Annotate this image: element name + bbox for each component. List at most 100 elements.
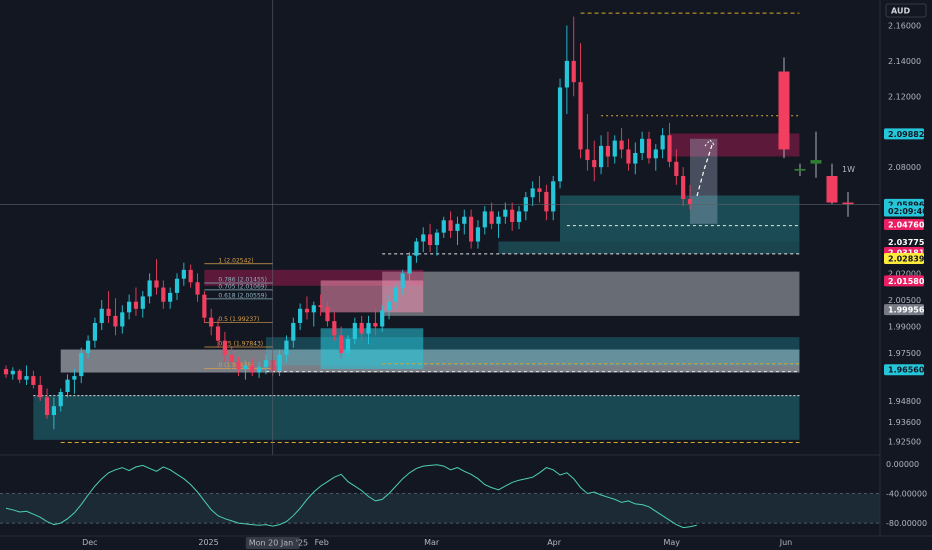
candle-body-1 [10,370,15,375]
candle-body-43 [298,308,303,323]
weekly-body-4 [842,202,854,205]
time-ticks: Dec 2025 Feb Mar Apr May Jun Mon 20 Jan '25 [82,537,792,549]
price-tag-bg-9 [884,364,924,376]
demand-zone-lower [33,395,800,440]
supply-zone-grey-right [382,271,800,316]
candle-body-16 [113,315,118,327]
forecast-box [690,138,718,224]
time-tick-6: Jun [779,538,793,547]
time-tick-3: Mar [424,538,440,547]
candle-body-44 [304,308,310,313]
candle-body-84 [578,82,583,150]
demand-zone-upper [560,195,800,242]
oscillator-axis: 0.00000 -40.00000 -80.00000 [886,460,927,528]
candle-body-81 [557,87,563,182]
price-tick-2: 2.12000 [888,92,921,101]
crosshair-time-bg [245,537,300,549]
candle-body-36 [250,365,255,373]
weekly-candles [778,57,854,217]
candle-body-31 [215,326,221,341]
candle-body-77 [530,188,535,198]
time-tick-4: Apr [547,538,562,547]
candle-body-83 [571,60,576,83]
timeframe-label: 1W [842,165,855,174]
weekly-body-3 [826,175,838,203]
candle-body-99 [681,175,686,200]
weekly-body-1 [794,168,806,171]
price-tag-bg-0 [884,128,924,140]
candle-body-90 [619,140,624,150]
candle-body-98 [674,161,679,176]
candle-body-35 [243,365,248,370]
candle-body-11 [79,353,84,377]
currency-badge[interactable] [885,3,927,18]
price-tag-text-6: 2.02839 [888,255,925,264]
candle-body-75 [516,211,522,223]
weekly-body-2 [810,160,822,164]
time-axis[interactable] [0,535,932,550]
candle-body-10 [72,376,77,380]
candle-body-94 [646,138,652,159]
price-axis[interactable]: 2.16000 2.14000 2.12000 2.08000 2.02000 2.005… [879,0,932,536]
candle-body-59 [407,255,412,274]
candle-body-26 [181,269,186,279]
price-tick-4: 2.02000 [888,269,921,278]
price-tag-bg-6 [884,253,924,265]
candle-body-51 [352,322,357,339]
candle-body-3 [24,376,29,380]
supply-zone-pink [320,280,424,313]
candle-body-61 [421,234,426,242]
candle-body-20 [140,296,145,309]
price-tick-8: 1.94800 [888,397,921,406]
price-tick-7: 1.97500 [888,349,921,358]
price-tag-bg-8 [884,304,924,316]
candle-body-78 [537,188,542,192]
candle-body-41 [284,340,289,355]
candle-body-12 [85,340,91,354]
candle-body-93 [640,138,645,153]
candle-body-70 [482,211,487,228]
price-tag-bg-2 [884,205,924,217]
supply-zone-red-right [669,133,800,157]
price-tag-text-8: 1.99956 [888,306,925,315]
fib-label-1: 0.786 (2.01455) [218,277,267,284]
candle-body-28 [195,282,200,295]
candle-body-25 [174,278,180,293]
candle-body-53 [366,322,371,334]
candle-body-34 [236,361,241,370]
candle-body-65 [448,220,453,231]
candle-body-0 [3,369,9,375]
osc-tick-2: -80.00000 [886,519,927,528]
price-tick-9: 1.93600 [888,418,921,427]
candle-body-79 [544,191,549,212]
crosshair-time-label: Mon 20 Jan '25 [249,539,308,548]
candle-body-6 [44,397,50,416]
fib-label-6: 0 (1.96635) [218,362,253,369]
fib-label-4: 0.5 (1.99237) [218,316,259,323]
candle-body-5 [38,384,43,398]
candle-body-23 [161,287,166,302]
candle-body-96 [660,135,665,150]
candle-body-63 [434,232,440,246]
oscillator-pane [0,454,880,536]
candle-body-86 [592,160,597,168]
candle-body-42 [291,322,296,341]
fib-label-3: 0.618 (2.00559) [218,292,267,299]
candle-body-73 [503,209,508,217]
time-tick-5: May [663,538,680,547]
price-tag-text-7: 2.01580 [888,277,925,286]
candle-body-33 [229,354,234,362]
candle-body-40 [277,354,282,371]
price-tick-6: 1.99000 [888,323,921,332]
candle-body-13 [92,322,98,341]
price-tag-text-4: 2.03775 [888,238,925,247]
candle-body-27 [188,269,193,283]
candle-body-52 [359,322,364,334]
weekly-body-0 [778,71,790,150]
candle-body-48 [332,321,337,336]
candle-body-18 [127,301,132,313]
candle-body-47 [325,307,330,322]
candle-body-74 [510,209,515,223]
candle-body-62 [427,234,433,246]
